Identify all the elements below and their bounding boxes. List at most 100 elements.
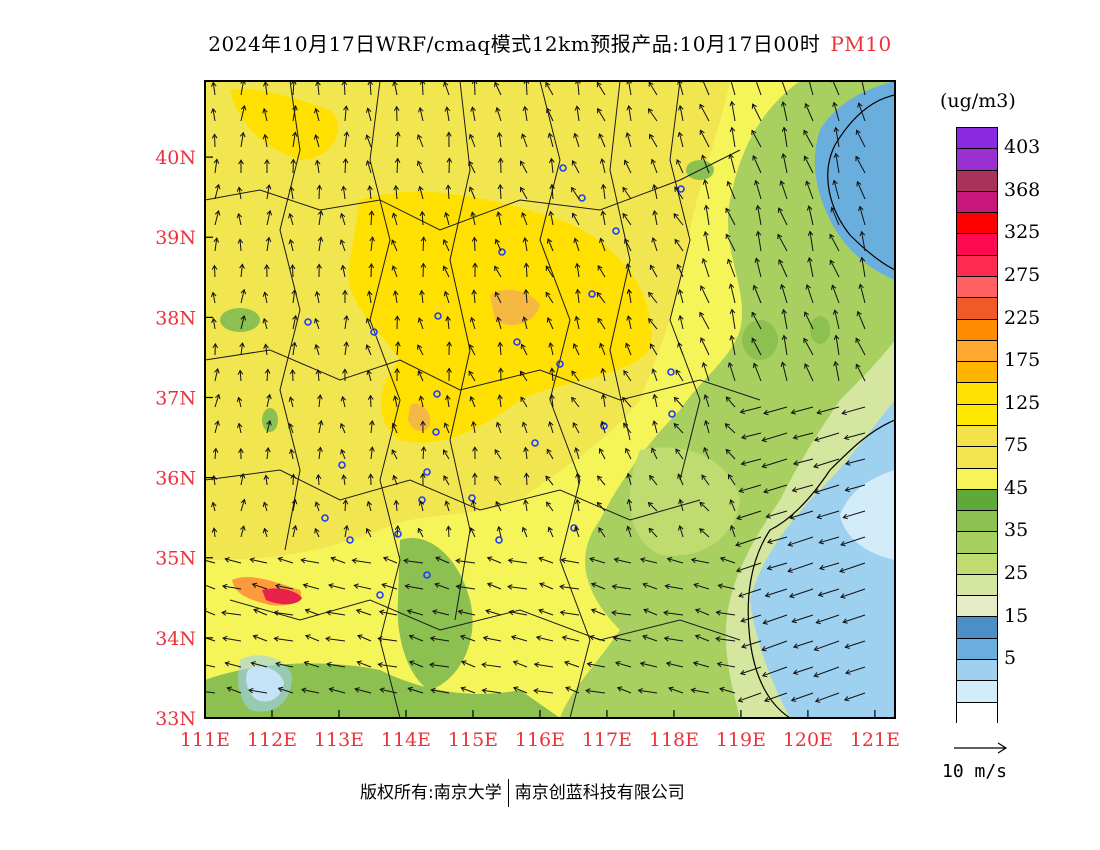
wind-arrow bbox=[596, 291, 606, 304]
legend-value-label: 35 bbox=[1004, 519, 1029, 542]
wind-arrow bbox=[842, 510, 866, 520]
wind-arrow bbox=[590, 608, 606, 616]
wind-arrow bbox=[614, 660, 632, 668]
wind-arrow bbox=[833, 126, 840, 148]
wind-arrow bbox=[597, 317, 606, 330]
wind-arrow bbox=[765, 510, 788, 519]
wind-arrow bbox=[559, 584, 580, 590]
wind-arrow bbox=[460, 686, 476, 694]
legend-band bbox=[957, 128, 997, 150]
wind-arrow bbox=[393, 499, 400, 512]
wind-arrow bbox=[677, 341, 684, 356]
wind-arrow bbox=[859, 230, 866, 252]
wind-arrow bbox=[288, 422, 294, 434]
wind-arrow bbox=[650, 158, 658, 174]
wind-arrow bbox=[290, 473, 297, 486]
wind-arrow bbox=[482, 635, 502, 642]
wind-arrow bbox=[649, 133, 658, 148]
wind-arrow bbox=[214, 393, 221, 408]
wind-arrow bbox=[521, 211, 528, 226]
wind-arrow bbox=[737, 692, 762, 703]
wind-arrow bbox=[314, 501, 320, 512]
wind-arrow bbox=[845, 666, 866, 675]
wind-arrow bbox=[651, 236, 658, 252]
wind-arrow bbox=[622, 186, 632, 200]
legend-value-label: 15 bbox=[1004, 604, 1029, 627]
wind-arrow bbox=[702, 179, 710, 200]
wind-arrow bbox=[792, 666, 814, 675]
wind-arrow bbox=[238, 447, 244, 460]
wind-arrow bbox=[520, 343, 528, 356]
wind-arrow bbox=[855, 129, 866, 148]
wind-arrow bbox=[314, 527, 320, 538]
wind-arrow bbox=[623, 159, 632, 174]
wind-arrow bbox=[622, 396, 632, 408]
wind-arrow bbox=[221, 583, 242, 590]
wind-arrow bbox=[236, 186, 243, 200]
wind-arrow bbox=[316, 184, 323, 200]
wind-arrow bbox=[366, 369, 372, 382]
wind-arrow bbox=[317, 236, 324, 252]
wind-arrow bbox=[647, 501, 658, 512]
wind-arrow bbox=[693, 582, 710, 590]
map-title: 2024年10月17日WRF/cmaq模式12km预报产品:10月17日00时 P… bbox=[0, 28, 1100, 57]
wind-arrow bbox=[625, 342, 632, 356]
wind-arrow bbox=[729, 524, 736, 538]
wind-arrow bbox=[781, 334, 788, 356]
wind-arrow bbox=[214, 420, 220, 434]
wind-arrow bbox=[290, 81, 297, 96]
wind-arrow bbox=[240, 104, 247, 122]
wind-arrow bbox=[699, 285, 710, 304]
wind-arrow bbox=[497, 394, 503, 408]
wind-arrow bbox=[842, 614, 866, 624]
wind-arrow bbox=[857, 102, 866, 122]
wind-arrow bbox=[429, 662, 450, 668]
wind-arrow bbox=[663, 610, 684, 616]
wind-arrow bbox=[547, 526, 554, 538]
legend-band bbox=[957, 362, 997, 384]
wind-arrow bbox=[716, 661, 736, 668]
wind-arrow bbox=[205, 559, 216, 564]
wind-arrow bbox=[523, 288, 530, 304]
wind-arrow bbox=[367, 185, 373, 200]
wind-arrow bbox=[365, 527, 372, 538]
wind-arrow bbox=[571, 396, 580, 408]
wind-arrow bbox=[442, 239, 450, 252]
wind-arrow bbox=[736, 510, 762, 521]
wind-arrow bbox=[806, 81, 814, 96]
wind-arrow bbox=[239, 131, 246, 148]
wind-arrow bbox=[781, 126, 788, 148]
wind-arrow bbox=[317, 419, 324, 434]
wind-arrow bbox=[236, 396, 243, 408]
wind-arrow bbox=[445, 394, 451, 408]
wind-arrow bbox=[677, 288, 684, 304]
wind-arrow bbox=[288, 185, 295, 200]
wind-arrow bbox=[649, 474, 658, 486]
wind-arrow bbox=[226, 686, 242, 694]
concentration-field bbox=[205, 81, 895, 718]
legend-band bbox=[957, 553, 997, 575]
wind-arrow bbox=[572, 343, 580, 356]
wind-arrow bbox=[391, 265, 398, 278]
wind-arrow bbox=[291, 341, 298, 356]
wind-arrow bbox=[507, 584, 528, 590]
wind-arrow bbox=[341, 474, 347, 486]
wind-arrow bbox=[221, 610, 242, 616]
wind-arrow bbox=[598, 133, 606, 148]
wind-arrow bbox=[589, 556, 606, 564]
wind-arrow bbox=[703, 419, 710, 434]
wind-arrow bbox=[343, 524, 350, 538]
wind-arrow bbox=[762, 614, 788, 625]
wind-arrow bbox=[678, 498, 684, 512]
wind-arrow bbox=[703, 446, 710, 460]
legend-band bbox=[957, 468, 997, 490]
wind-arrow bbox=[497, 183, 504, 200]
wind-arrow bbox=[470, 420, 477, 434]
wind-arrow bbox=[416, 134, 424, 148]
wind-arrow bbox=[379, 687, 398, 694]
wind-arrow bbox=[265, 184, 272, 200]
wind-arrow bbox=[856, 310, 866, 330]
wind-arrow bbox=[652, 209, 658, 226]
wind-arrow bbox=[844, 484, 866, 493]
wind-arrow bbox=[211, 501, 217, 512]
